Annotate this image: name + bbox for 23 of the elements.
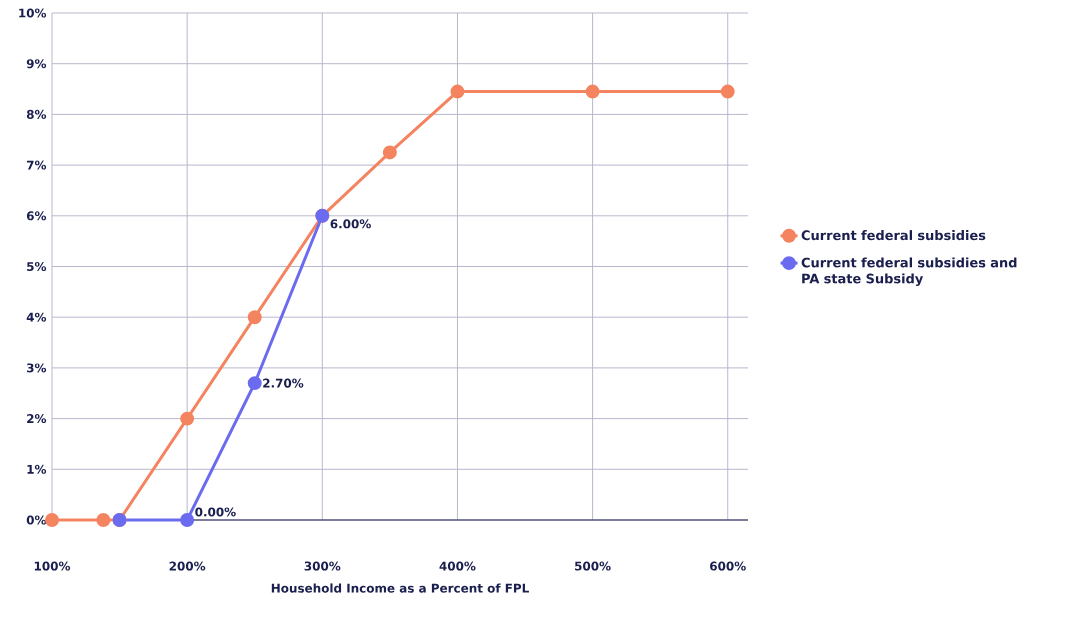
- y-tick-label: 4%: [26, 312, 47, 322]
- x-tick-label: 400%: [439, 561, 476, 571]
- legend-label: Current federal subsidies and PA state Subsidy: [801, 257, 1017, 287]
- x-axis-title: Household Income as a Percent of FPL: [271, 583, 529, 593]
- y-tick-label: 6%: [26, 211, 47, 221]
- x-tick-label: 100%: [34, 561, 71, 571]
- y-tick-label: 1%: [27, 464, 47, 474]
- x-tick-label: 300%: [304, 561, 341, 571]
- y-tick-label: 0%: [26, 515, 47, 525]
- data-label: 2.70%: [263, 378, 304, 388]
- x-tick-label: 500%: [575, 561, 611, 571]
- data-label: 6.00%: [330, 219, 371, 229]
- x-tick-label: 200%: [169, 561, 206, 571]
- y-tick-label: 3%: [26, 363, 47, 373]
- legend-label: Current federal subsidies: [801, 230, 986, 241]
- x-tick-label: 600%: [710, 561, 746, 571]
- y-tick-label: 7%: [26, 160, 47, 170]
- y-tick-label: 2%: [27, 414, 47, 424]
- y-tick-label: 5%: [27, 261, 47, 272]
- y-tick-label: 9%: [26, 59, 47, 69]
- data-label: 0.00%: [195, 507, 236, 517]
- y-tick-label: 8%: [26, 109, 47, 119]
- y-tick-label: 10%: [19, 8, 47, 18]
